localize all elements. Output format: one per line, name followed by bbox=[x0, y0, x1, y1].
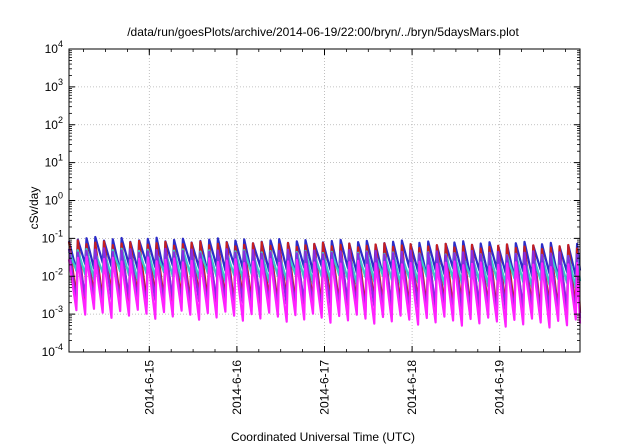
series-line bbox=[67, 255, 582, 329]
y-tick-label: 103 bbox=[45, 77, 63, 94]
series-layer bbox=[67, 235, 582, 329]
y-tick-label: 100 bbox=[45, 191, 63, 208]
y-tick-label: 10-4 bbox=[42, 342, 63, 359]
y-tick-label: 10-2 bbox=[42, 266, 63, 283]
x-tick-label: 2014-6-18 bbox=[405, 360, 419, 415]
tick-layer bbox=[69, 48, 580, 353]
y-tick-label: 101 bbox=[45, 153, 63, 170]
y-tick-label: 104 bbox=[45, 39, 63, 56]
y-tick-label: 10-1 bbox=[42, 228, 63, 245]
x-tick-label: 2014-6-17 bbox=[318, 360, 332, 415]
x-tick-label: 2014-6-16 bbox=[230, 360, 244, 415]
y-tick-labels: 10-4 10-3 10-2 10-1 100 101 102 103 104 bbox=[42, 39, 63, 359]
x-axis-label: Coordinated Universal Time (UTC) bbox=[231, 430, 415, 444]
y-tick-label: 102 bbox=[45, 115, 63, 132]
x-tick-label: 2014-6-19 bbox=[493, 360, 507, 415]
x-tick-label: 2014-6-15 bbox=[142, 360, 156, 415]
y-tick-label: 10-3 bbox=[42, 304, 63, 321]
y-axis-label: cSv/day bbox=[27, 187, 41, 230]
chart-title: /data/run/goesPlots/archive/2014-06-19/2… bbox=[127, 25, 519, 39]
x-tick-labels: 2014-6-15 2014-6-16 2014-6-17 2014-6-18 2014… bbox=[142, 360, 506, 415]
